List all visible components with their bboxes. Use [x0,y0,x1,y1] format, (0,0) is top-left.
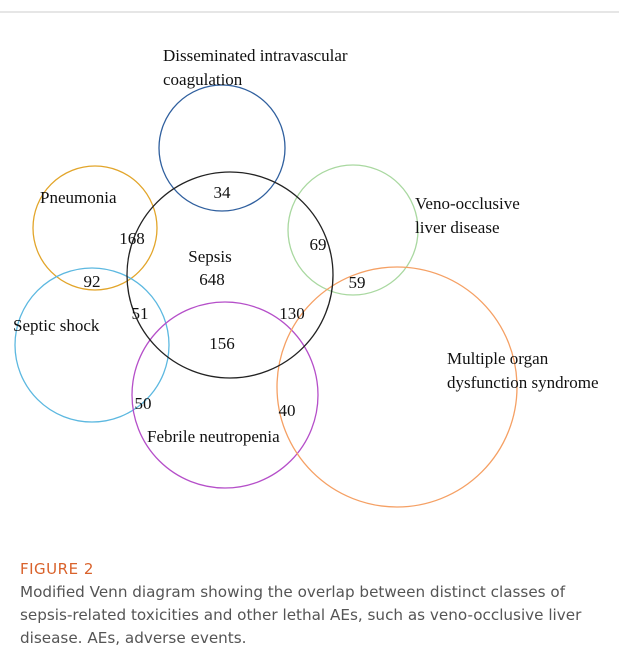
region-count: 59 [349,273,366,292]
set-label: coagulation [163,70,243,89]
sepsis-circle [126,171,334,379]
region-count: 51 [132,304,149,323]
set-label: liver disease [415,218,500,237]
febrile-neutropenia-circle [131,301,319,489]
region-count: 34 [214,183,232,202]
set-label: Febrile neutropenia [147,427,280,446]
region-count: 156 [209,334,235,353]
septic-shock-circle [14,267,170,423]
region-count: 69 [310,235,327,254]
set-label: Disseminated intravascular [163,46,348,65]
region-count: 92 [84,272,101,291]
caption-text: Modified Venn diagram showing the overla… [20,583,582,647]
mods-circle [276,266,518,508]
center-count: 648 [199,270,225,289]
set-label: Multiple organ [447,349,549,368]
center-label: Sepsis [188,247,231,266]
set-label: Veno-occlusive [415,194,520,213]
region-count: 40 [279,401,296,420]
pneumonia-circle [32,165,158,291]
set-label: Pneumonia [40,188,117,207]
dic-circle [158,84,286,212]
region-count: 130 [279,304,305,323]
vod-circle [287,164,419,296]
region-count: 168 [119,229,145,248]
set-label: Septic shock [13,316,100,335]
region-count: 50 [135,394,152,413]
caption-label: FIGURE 2 [20,560,94,578]
set-label: dysfunction syndrome [447,373,599,392]
